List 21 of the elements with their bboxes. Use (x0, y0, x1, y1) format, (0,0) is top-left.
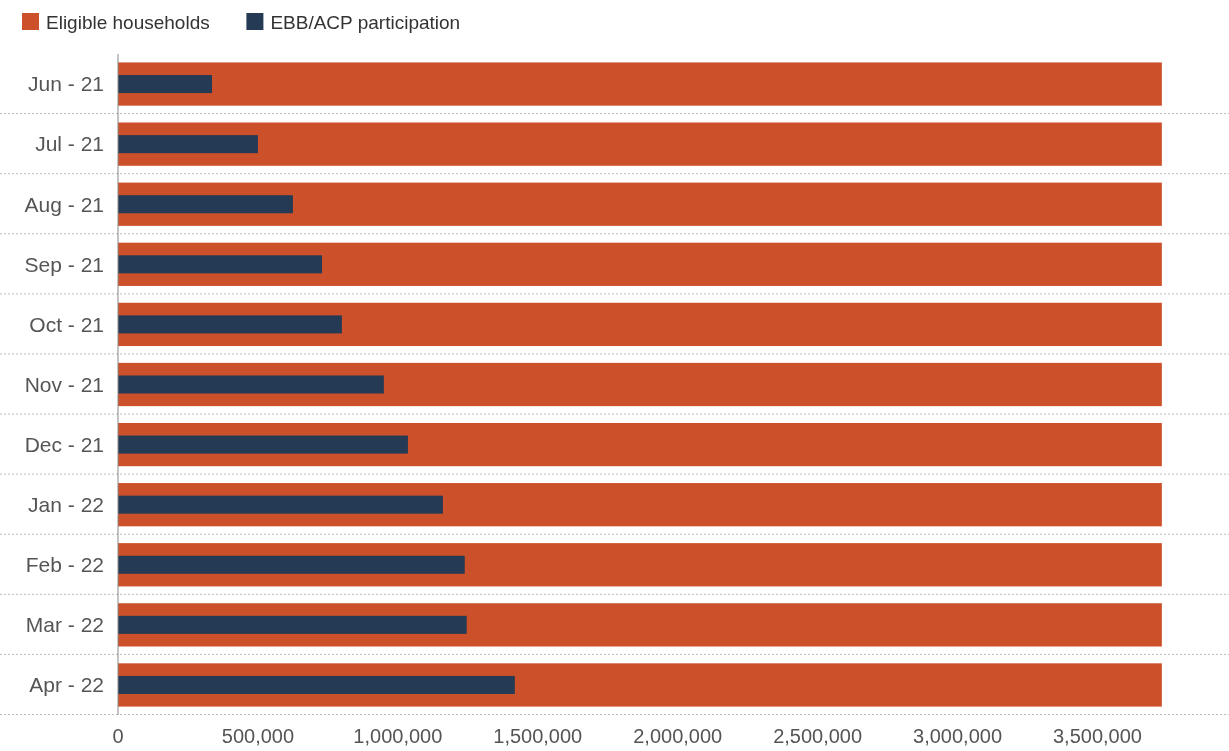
legend-label: Eligible households (46, 11, 210, 33)
y-tick-label: Jul - 21 (35, 132, 104, 156)
y-tick-label: Feb - 22 (25, 553, 104, 577)
x-tick-label: 3,500,000 (1052, 725, 1142, 747)
x-tick-label: 2,500,000 (773, 725, 863, 747)
y-tick-label: Oct - 21 (29, 312, 104, 336)
y-tick-label: Dec - 21 (24, 432, 104, 456)
x-tick-label: 2,000,000 (633, 725, 723, 747)
x-tick-label: 0 (112, 725, 124, 747)
y-tick-label: Jun - 21 (28, 72, 104, 96)
x-tick-label: 1,500,000 (493, 725, 583, 747)
y-tick-label: Aug - 21 (24, 192, 104, 216)
x-tick-label: 3,000,000 (913, 725, 1003, 747)
x-tick-label: 500,000 (221, 725, 295, 747)
y-tick-label: Jan - 22 (28, 493, 104, 517)
y-tick-label: Sep - 21 (24, 252, 104, 276)
legend-label: EBB/ACP participation (270, 11, 461, 33)
y-tick-label: Apr - 22 (29, 673, 104, 697)
x-tick-label: 1,000,000 (353, 725, 443, 747)
y-tick-label: Nov - 21 (24, 372, 104, 396)
y-tick-label: Mar - 22 (25, 613, 104, 637)
